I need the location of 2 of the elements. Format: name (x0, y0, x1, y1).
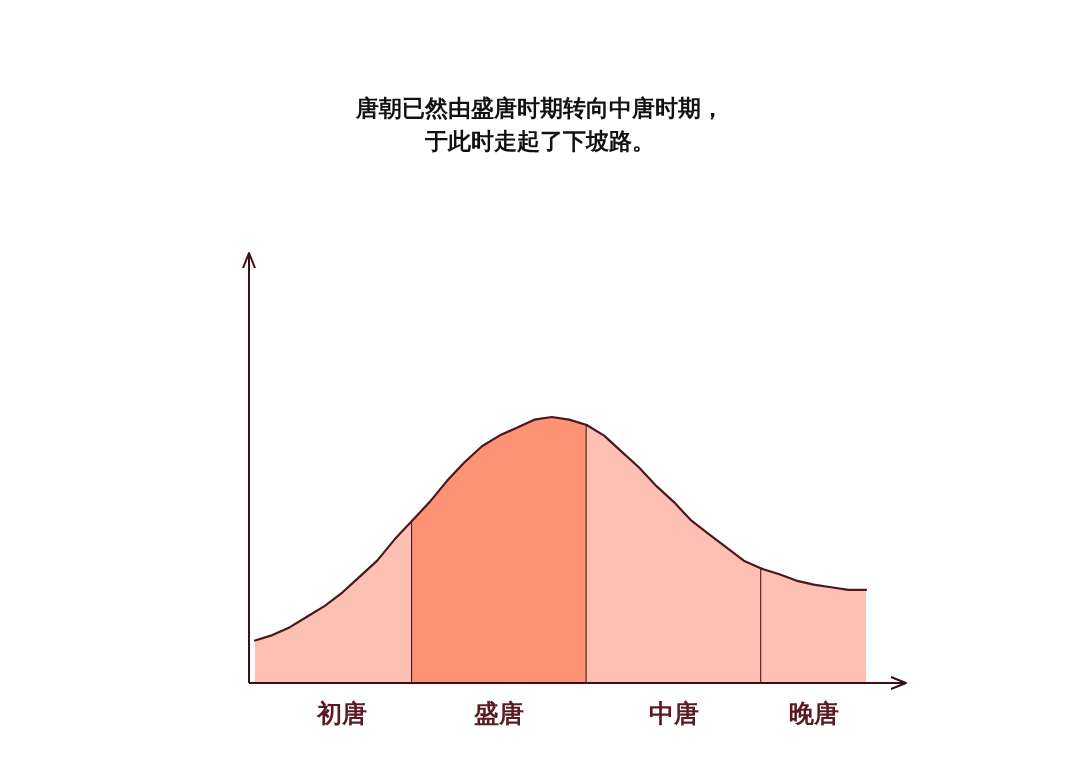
title: 唐朝已然由盛唐时期转向中唐时期， (356, 95, 724, 121)
subtitle: 于此时走起了下坡路。 (425, 128, 655, 154)
